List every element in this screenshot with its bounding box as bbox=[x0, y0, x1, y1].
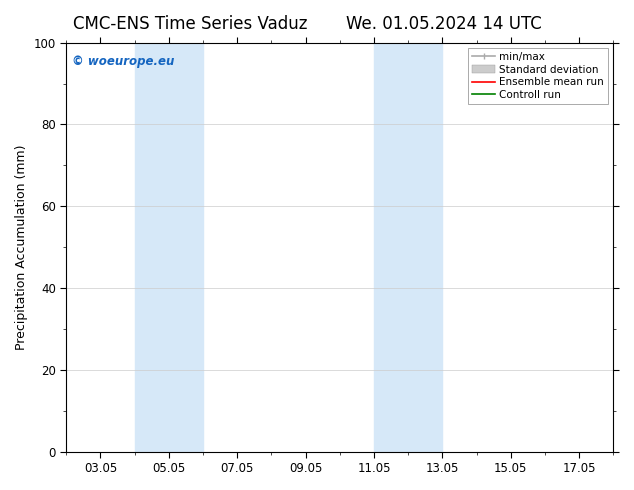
Bar bbox=[134, 43, 203, 452]
Text: © woeurope.eu: © woeurope.eu bbox=[72, 55, 174, 68]
Legend: min/max, Standard deviation, Ensemble mean run, Controll run: min/max, Standard deviation, Ensemble me… bbox=[468, 48, 608, 104]
Text: CMC-ENS Time Series Vaduz: CMC-ENS Time Series Vaduz bbox=[73, 15, 307, 33]
Bar bbox=[374, 43, 443, 452]
Y-axis label: Precipitation Accumulation (mm): Precipitation Accumulation (mm) bbox=[15, 145, 28, 350]
Text: We. 01.05.2024 14 UTC: We. 01.05.2024 14 UTC bbox=[346, 15, 541, 33]
